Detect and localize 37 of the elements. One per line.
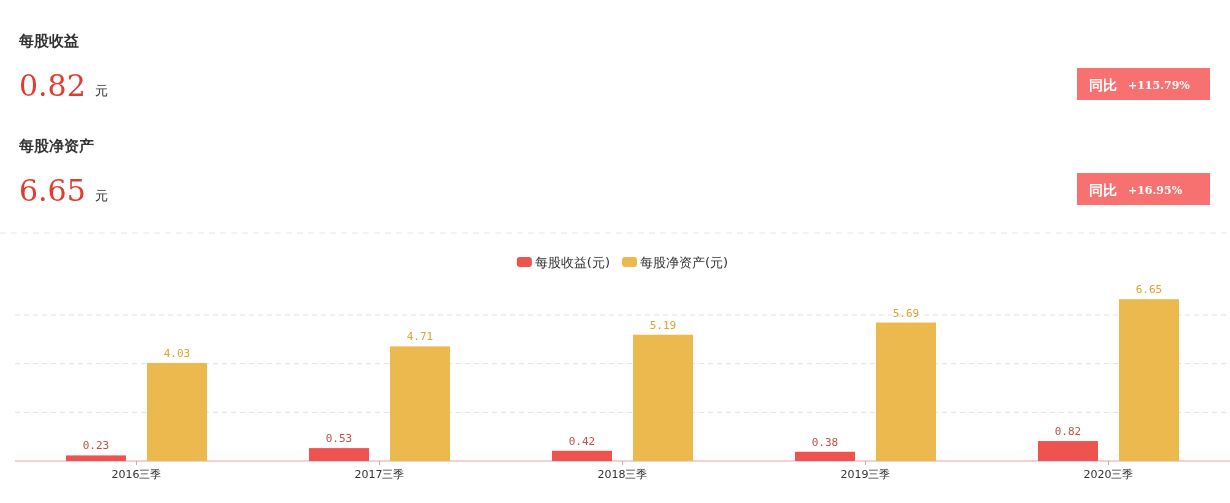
text: 6.65 [19, 173, 86, 208]
bar [876, 322, 936, 461]
data-label: 0.82 [1054, 425, 1082, 439]
legend-label: 每股收益(元) [534, 255, 610, 270]
data-label: 5.19 [649, 318, 677, 332]
text: 元 [95, 83, 108, 98]
x-tick-label: 2017三季 [354, 468, 405, 481]
text: +16.95% [1128, 184, 1183, 197]
x-tick-label: 2016三季 [111, 468, 162, 481]
x-tick-label: 2019三季 [840, 468, 891, 481]
text: 每股收益 [18, 32, 79, 49]
data-label: 6.65 [1135, 283, 1163, 297]
bar [147, 362, 207, 461]
data-label: 4.71 [406, 330, 434, 344]
bar [552, 450, 612, 461]
bar [309, 448, 369, 461]
bar [1119, 299, 1179, 461]
text: 每股净资产 [18, 137, 94, 154]
bar [795, 451, 855, 461]
data-label: 4.03 [163, 346, 191, 360]
data-label: 0.23 [82, 439, 110, 453]
data-label: 5.69 [892, 306, 920, 320]
legend-label: 每股净资产(元) [640, 255, 729, 270]
text: 0.82 [19, 68, 86, 103]
x-tick-label: 2018三季 [597, 468, 648, 481]
bar [633, 334, 693, 461]
data-label: 0.38 [811, 435, 839, 449]
data-label: 0.53 [325, 432, 353, 446]
x-tick-label: 2020三季 [1083, 468, 1134, 481]
text: 元 [95, 188, 108, 203]
bar [1038, 441, 1098, 461]
text: 同比 [1089, 182, 1117, 198]
bar [390, 346, 450, 461]
text: 同比 [1089, 77, 1117, 93]
bar [66, 455, 126, 461]
text: +115.79% [1128, 79, 1191, 92]
data-label: 0.42 [568, 434, 596, 448]
